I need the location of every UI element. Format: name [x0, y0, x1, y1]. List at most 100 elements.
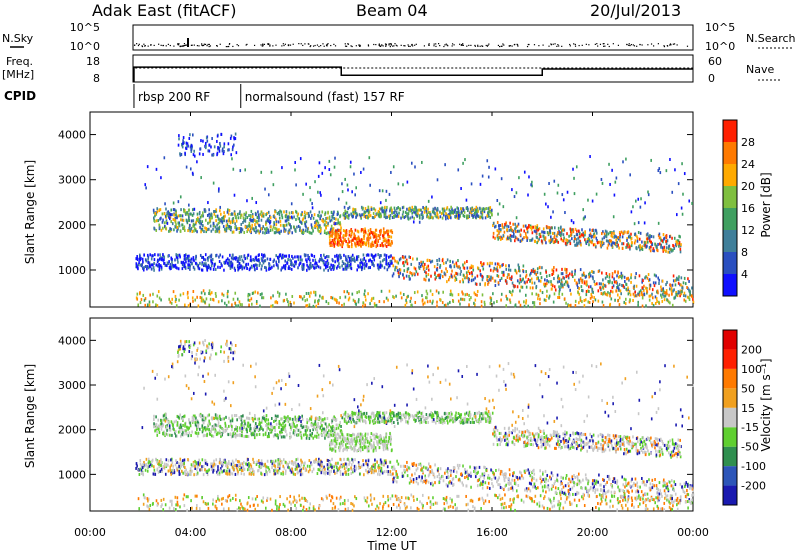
echo-point: [425, 271, 427, 275]
echo-point: [559, 232, 561, 236]
echo-point: [373, 207, 375, 211]
echo-point: [648, 239, 651, 243]
echo-point: [216, 432, 219, 436]
echo-point: [377, 238, 379, 242]
echo-point: [163, 212, 166, 216]
echo-point: [612, 284, 615, 288]
echo-point: [346, 290, 349, 294]
echo-point: [178, 416, 181, 420]
noise-point: [552, 43, 554, 45]
echo-point: [449, 289, 452, 293]
colorbar-tick-label: 12: [741, 224, 755, 237]
echo-point: [200, 222, 203, 226]
echo-point: [267, 210, 270, 214]
echo-point: [679, 235, 681, 239]
echo-point: [193, 149, 195, 153]
noise-point: [300, 43, 302, 45]
echo-point: [382, 234, 385, 238]
echo-point: [625, 245, 627, 249]
echo-point: [191, 229, 194, 233]
echo-point: [414, 205, 416, 209]
echo-point: [257, 213, 260, 217]
echo-point: [165, 226, 167, 230]
echo-point: [605, 233, 608, 237]
echo-point: [243, 219, 245, 223]
echo-point: [436, 259, 438, 263]
echo-point: [179, 152, 181, 156]
echo-point: [297, 217, 300, 221]
echo-point: [348, 260, 351, 264]
echo-point: [414, 267, 417, 271]
echo-point: [360, 265, 363, 269]
echo-point: [225, 303, 228, 307]
echo-point: [641, 280, 643, 284]
echo-point: [175, 434, 177, 438]
echo-point: [392, 295, 394, 299]
echo-point: [171, 265, 173, 269]
echo-point: [201, 424, 204, 428]
echo-point: [352, 298, 355, 302]
echo-point: [269, 267, 272, 271]
echo-point: [214, 292, 217, 296]
echo-point: [647, 273, 650, 277]
echo-point: [553, 226, 556, 230]
echo-point: [237, 304, 239, 308]
echo-point: [203, 264, 205, 268]
echo-point: [171, 422, 174, 426]
echo-point: [168, 229, 170, 233]
echo-point: [227, 208, 229, 212]
echo-point: [355, 212, 358, 216]
echo-point: [234, 268, 236, 272]
echo-point: [181, 415, 184, 419]
noise-point: [180, 45, 182, 47]
echo-point: [239, 258, 241, 262]
echo-point: [248, 299, 251, 303]
echo-point: [252, 419, 255, 423]
echo-point: [420, 208, 423, 212]
colorbar-swatch: [723, 186, 737, 208]
echo-point: [548, 226, 550, 230]
echo-point: [321, 433, 323, 437]
echo-point: [441, 207, 444, 211]
echo-point: [288, 211, 291, 215]
echo-point: [165, 432, 168, 436]
echo-point: [515, 271, 518, 275]
echo-point: [244, 217, 247, 221]
noise-point: [384, 43, 387, 45]
echo-point: [627, 242, 629, 246]
echo-point: [472, 278, 475, 282]
echo-point: [273, 420, 275, 424]
echo-point: [525, 301, 527, 305]
echo-point: [407, 214, 409, 218]
echo-point: [640, 197, 642, 201]
echo-point: [188, 226, 190, 230]
echo-point: [423, 277, 425, 281]
echo-point: [390, 229, 392, 233]
echo-point: [552, 300, 555, 304]
echo-point: [297, 266, 299, 270]
echo-point: [393, 206, 396, 210]
echo-point: [368, 212, 370, 216]
echo-point: [325, 217, 327, 221]
echo-point: [628, 234, 631, 238]
echo-point: [312, 436, 315, 440]
echo-point: [347, 292, 350, 296]
echo-point: [283, 420, 286, 424]
echo-point: [465, 214, 468, 218]
echo-point: [385, 238, 387, 242]
echo-point: [180, 152, 183, 156]
noise-point: [451, 43, 454, 45]
echo-point: [502, 263, 504, 267]
echo-point: [297, 224, 300, 228]
echo-point: [242, 424, 245, 428]
echo-point: [152, 266, 155, 270]
echo-point: [190, 227, 192, 231]
echo-point: [333, 415, 335, 419]
echo-point: [386, 268, 389, 272]
echo-point: [507, 268, 510, 272]
echo-point: [469, 207, 472, 211]
noise-left-tick-bottom: 10^0: [70, 40, 100, 53]
echo-point: [299, 226, 301, 230]
echo-point: [313, 213, 316, 217]
noise-point: [607, 43, 609, 45]
